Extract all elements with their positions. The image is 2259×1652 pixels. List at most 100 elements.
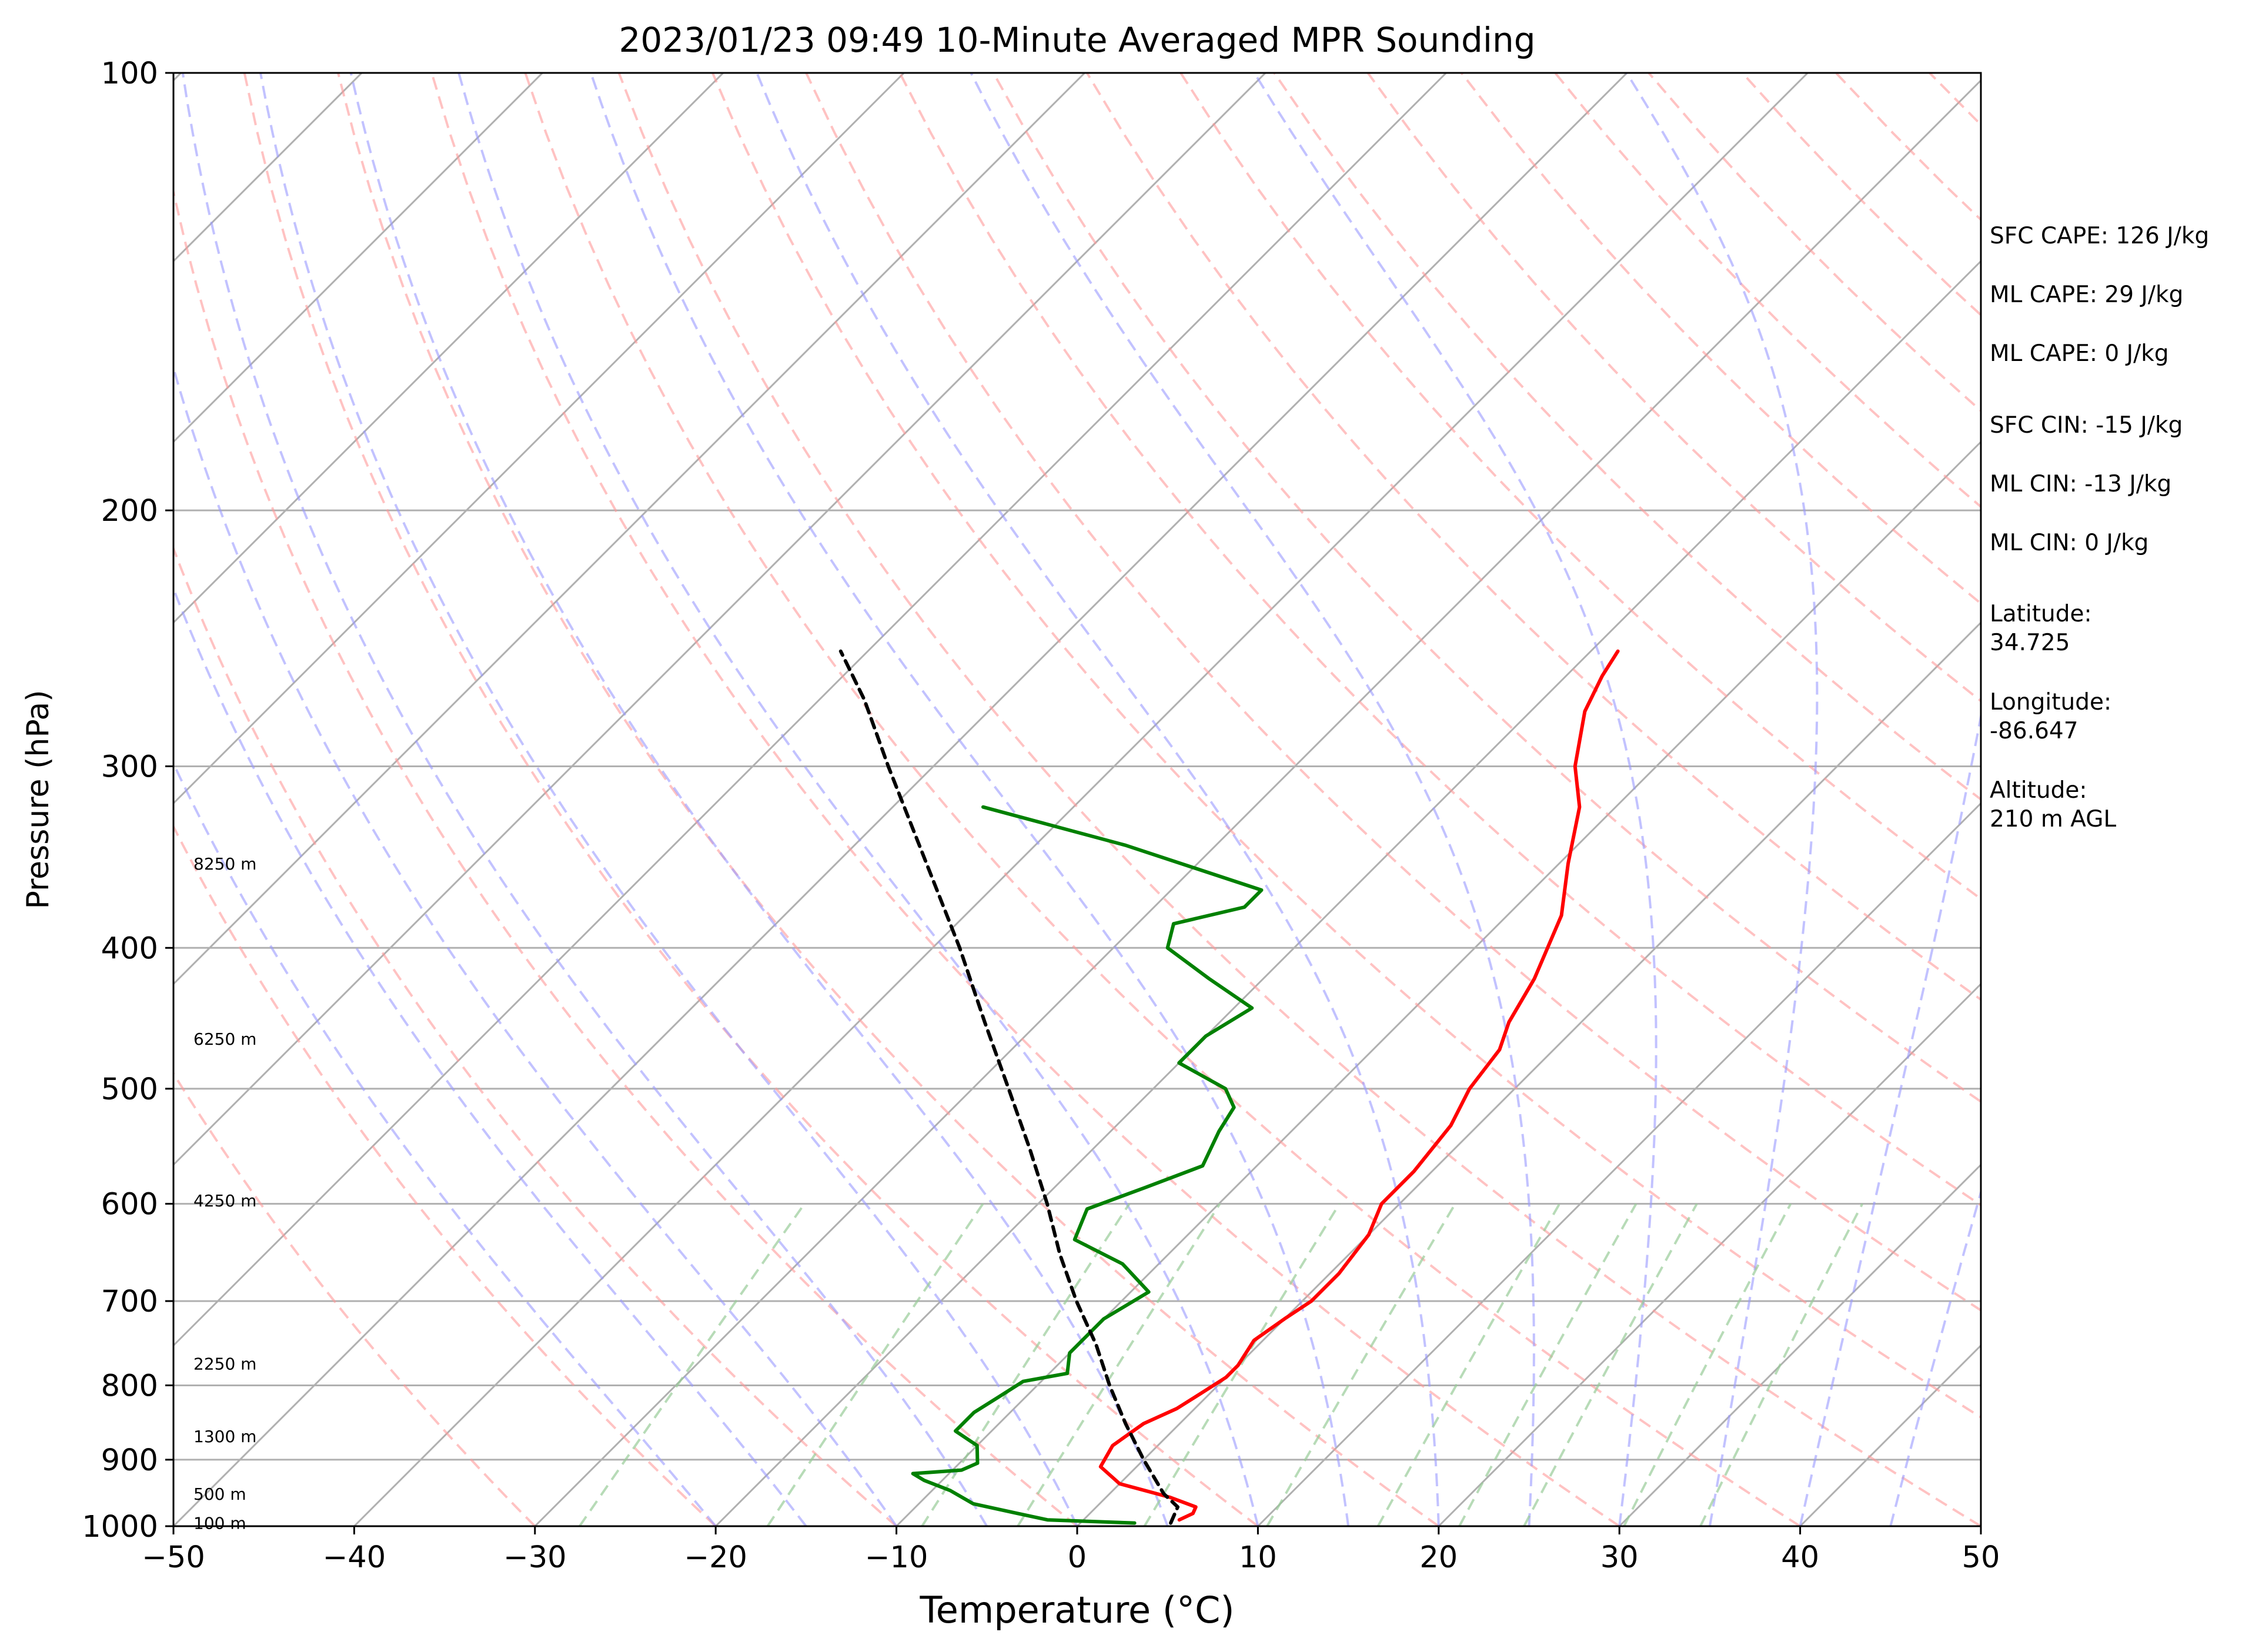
mixing-ratio-line — [921, 1203, 1131, 1526]
dry-adiabat-line — [711, 73, 1981, 1419]
y-axis-ticks: 1000 900 800 700 600 500 400 300 200 100 — [82, 56, 173, 1544]
mixing-ratio-line — [579, 1203, 806, 1526]
x-tick-label: −10 — [865, 1540, 928, 1575]
moist-adiabat-line — [1799, 710, 1981, 1526]
longitude-value: -86.647 — [1990, 718, 2078, 744]
height-label: 500 m — [193, 1484, 246, 1504]
height-label: 100 m — [193, 1514, 246, 1533]
moist-adiabat-line — [173, 586, 807, 1526]
dry-adiabat-line — [243, 73, 1259, 1526]
height-label: 1300 m — [193, 1427, 256, 1446]
height-label: 6250 m — [193, 1029, 256, 1049]
dry-adiabat-line — [898, 73, 1981, 1207]
mixing-ratio-line — [766, 1203, 984, 1526]
dry-adiabat-line — [173, 187, 1078, 1526]
x-axis-ticks: −50 −40 −30 −20 −10 0 10 20 30 40 50 — [142, 1526, 2000, 1575]
moist-adiabat-line — [173, 363, 898, 1526]
isotherm-line — [895, 440, 1981, 1526]
height-label: 8250 m — [193, 854, 256, 874]
moist-adiabat-line — [457, 73, 1259, 1526]
isotherm-line — [173, 73, 543, 443]
x-tick-label: 50 — [1962, 1540, 2000, 1575]
latitude-label: Latitude: — [1990, 601, 2092, 627]
grid-layer — [173, 73, 1981, 1526]
x-axis-label: Temperature (°C) — [919, 1589, 1234, 1631]
y-axis-label: Pressure (hPa) — [21, 690, 56, 909]
mixing-ratio-line — [1376, 1203, 1561, 1526]
dry-adiabat-line — [1366, 73, 1981, 703]
chart-title: 2023/01/23 09:49 10-Minute Averaged MPR … — [619, 20, 1535, 60]
y-tick-label: 800 — [101, 1369, 158, 1403]
x-tick-label: 0 — [1068, 1540, 1087, 1575]
moist-adiabat-line — [590, 73, 1350, 1526]
dry-adiabat-line — [337, 73, 1439, 1526]
x-tick-label: 30 — [1600, 1540, 1639, 1575]
x-tick-label: −50 — [142, 1540, 205, 1575]
isotherm-line — [173, 73, 1085, 985]
dry-adiabat-line — [173, 824, 717, 1526]
height-label: 4250 m — [193, 1191, 256, 1210]
isotherm-line — [353, 73, 1809, 1526]
sfc-cape-text: SFC CAPE: 126 J/kg — [1990, 223, 2209, 249]
altitude-value: 210 m AGL — [1990, 806, 2116, 832]
reference-lines-layer — [173, 73, 1981, 1526]
temperature-line — [1098, 649, 1620, 1522]
y-tick-label: 600 — [101, 1188, 158, 1222]
isotherm-line — [173, 73, 1447, 1347]
mixing-ratio-line — [1623, 1203, 1792, 1526]
y-tick-label: 300 — [101, 750, 158, 784]
moist-adiabat-line — [756, 73, 1440, 1526]
y-tick-label: 1000 — [82, 1510, 158, 1544]
isotherm-line — [173, 73, 1266, 1166]
y-tick-label: 500 — [101, 1072, 158, 1107]
y-tick-label: 900 — [101, 1443, 158, 1478]
height-label: 2250 m — [193, 1355, 256, 1374]
isotherm-line — [1438, 982, 1981, 1526]
y-tick-label: 200 — [101, 494, 158, 529]
moist-adiabat-line — [1889, 1188, 1981, 1526]
x-tick-label: 10 — [1239, 1540, 1277, 1575]
moist-adiabat-line — [970, 73, 1535, 1526]
sfc-cin-text: SFC CIN: -15 J/kg — [1990, 412, 2183, 439]
isotherm-line — [173, 73, 905, 805]
dry-adiabat-line — [992, 73, 1981, 1103]
mixing-ratio-line — [1017, 1203, 1221, 1526]
longitude-label: Longitude: — [1990, 689, 2111, 715]
isotherm-line — [1257, 802, 1981, 1526]
dry-adiabat-line — [1179, 73, 1981, 901]
dewpoint-line — [911, 805, 1264, 1525]
parcel-line — [838, 649, 1179, 1525]
x-tick-label: −40 — [323, 1540, 386, 1575]
moist-adiabat-line — [259, 73, 1078, 1526]
ml-cin-text-2: ML CIN: 0 J/kg — [1990, 530, 2148, 556]
latitude-value: 34.725 — [1990, 630, 2070, 656]
side-panel: SFC CAPE: 126 J/kg ML CAPE: 29 J/kg ML C… — [1990, 223, 2209, 832]
isotherm-line — [1619, 1163, 1981, 1526]
dry-adiabat-line — [524, 73, 1801, 1526]
ml-cape-text-2: ML CAPE: 0 J/kg — [1990, 340, 2169, 367]
ml-cape-text: ML CAPE: 29 J/kg — [1990, 282, 2183, 308]
ml-cin-text: ML CIN: -13 J/kg — [1990, 471, 2171, 497]
y-tick-label: 100 — [101, 56, 158, 91]
moist-adiabat-line — [181, 73, 988, 1526]
y-tick-label: 700 — [101, 1285, 158, 1319]
x-tick-label: −30 — [503, 1540, 567, 1575]
x-tick-label: −20 — [684, 1540, 747, 1575]
x-tick-label: 20 — [1419, 1540, 1458, 1575]
y-tick-label: 400 — [101, 931, 158, 966]
isotherm-line — [1076, 621, 1981, 1526]
mixing-ratio-line — [1523, 1203, 1698, 1526]
isotherm-line — [534, 79, 1981, 1526]
isotherm-line — [715, 260, 1981, 1526]
altitude-label: Altitude: — [1990, 777, 2087, 804]
moist-adiabat-line — [173, 761, 717, 1526]
mixing-ratio-line — [1699, 1203, 1864, 1526]
moist-adiabat-line — [1625, 73, 1819, 1526]
moist-adiabat-line — [1253, 73, 1658, 1526]
dry-adiabat-line — [173, 1071, 536, 1526]
mixing-ratio-line — [1458, 1203, 1638, 1526]
dry-adiabat-line — [173, 545, 897, 1526]
dry-adiabat-line — [805, 73, 1981, 1312]
